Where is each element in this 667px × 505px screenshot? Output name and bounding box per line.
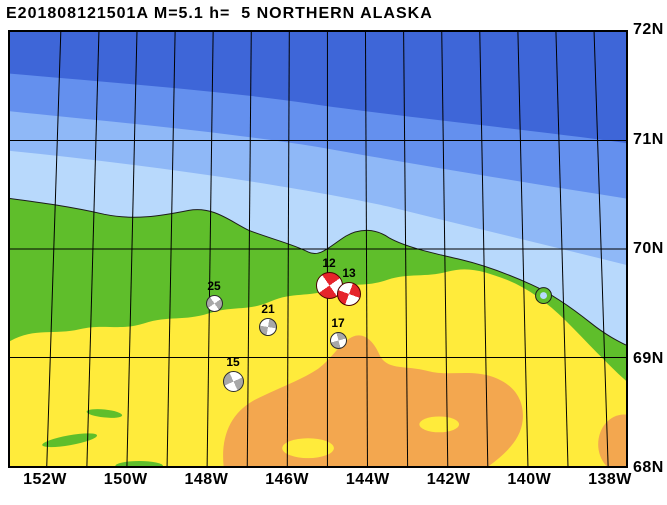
lon-label: 144W bbox=[345, 471, 390, 488]
land-highland-layer bbox=[223, 335, 523, 466]
terrain-map bbox=[10, 32, 626, 466]
map-frame: 25 21 12 13 17 15 bbox=[8, 30, 628, 468]
lon-label: 150W bbox=[103, 471, 148, 488]
green-wisp bbox=[86, 409, 123, 418]
ocean-deep-layer bbox=[10, 32, 626, 143]
figure-title: E201808121501A M=5.1 h= 5 NORTHERN ALASK… bbox=[6, 5, 433, 22]
land-highland-patch bbox=[598, 414, 626, 466]
lon-label: 148W bbox=[184, 471, 229, 488]
lon-label: 146W bbox=[265, 471, 309, 488]
lat-label: 68N bbox=[633, 459, 664, 476]
lon-label: 152W bbox=[23, 471, 67, 488]
graticule bbox=[10, 32, 626, 466]
lon-label: 138W bbox=[588, 471, 632, 488]
lat-label: 72N bbox=[633, 21, 664, 38]
lon-label: 140W bbox=[507, 471, 552, 488]
lat-label: 71N bbox=[633, 130, 664, 148]
lat-label: 69N bbox=[633, 349, 664, 367]
yellow-patch bbox=[419, 416, 460, 433]
lon-label: 142W bbox=[426, 471, 471, 488]
green-wisp bbox=[42, 433, 98, 448]
coastal-lagoon-water bbox=[540, 292, 548, 300]
lat-label: 70N bbox=[633, 240, 664, 257]
yellow-patch bbox=[282, 438, 334, 459]
